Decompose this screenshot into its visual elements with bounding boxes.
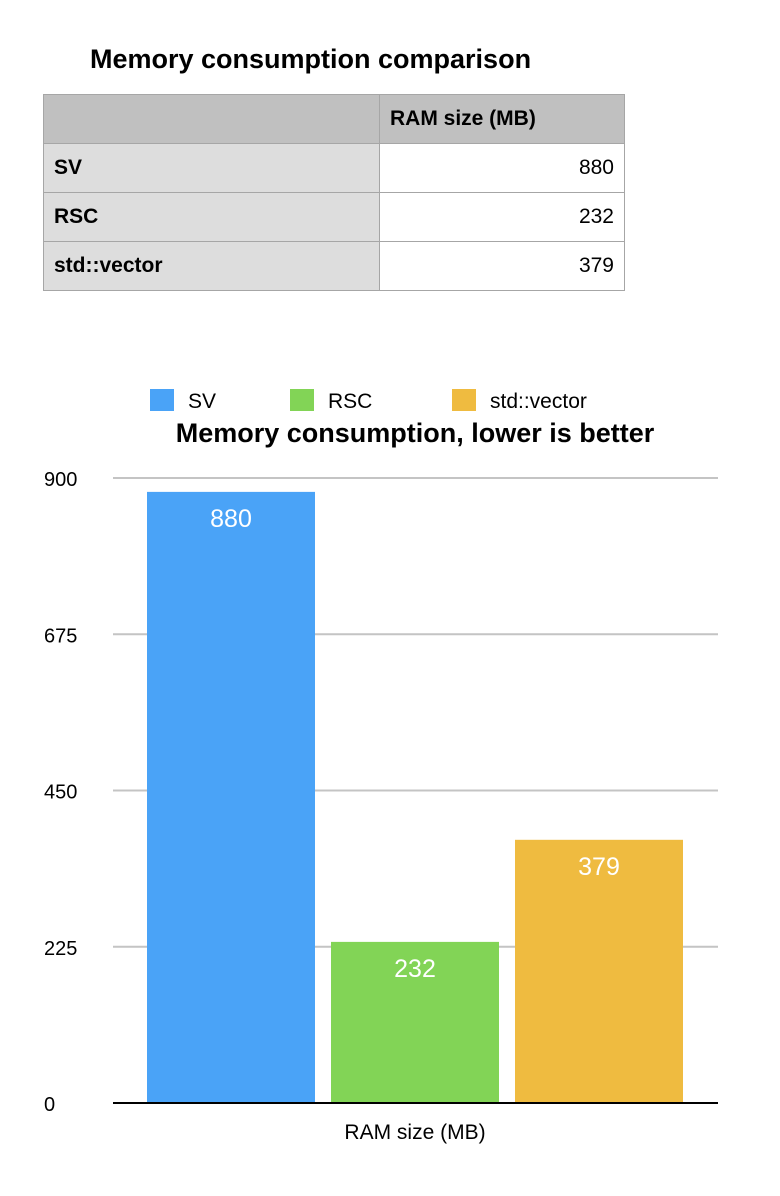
bar-value-label: 379: [578, 853, 620, 881]
chart-data-labels: 880 232 379: [210, 505, 620, 983]
legend-swatch: [290, 389, 314, 411]
legend-label: RSC: [328, 390, 372, 413]
row-value: 880: [379, 143, 625, 193]
row-label: std::vector: [43, 241, 380, 291]
row-label: SV: [43, 143, 380, 193]
y-tick-label: 900: [44, 469, 77, 491]
table-header-row: RAM size (MB): [43, 94, 625, 144]
table-row: SV 880: [43, 143, 625, 193]
bar: [147, 491, 315, 1103]
bar: [515, 839, 683, 1103]
table-row: std::vector 379: [43, 241, 625, 291]
legend-swatch: [452, 389, 476, 411]
bar-chart: SV RSC std::vector Memory consumption, low…: [44, 389, 718, 1144]
y-axis-ticks: 0 225 450 675 900: [44, 469, 77, 1116]
y-tick-label: 675: [44, 625, 77, 647]
x-axis-label: RAM size (MB): [344, 1121, 485, 1144]
chart-legend: SV RSC std::vector: [150, 389, 587, 413]
y-tick-label: 450: [44, 782, 77, 804]
comparison-table: RAM size (MB) SV 880 RSC 232 std::vector…: [43, 94, 625, 291]
bar-value-label: 232: [394, 955, 436, 983]
bar: [331, 941, 499, 1103]
legend-label: std::vector: [490, 390, 587, 413]
legend-label: SV: [188, 390, 216, 413]
row-value: 379: [379, 241, 625, 291]
table-corner-cell: [43, 94, 380, 144]
table-title: Memory consumption comparison: [90, 44, 532, 74]
y-tick-label: 225: [44, 938, 77, 960]
table-row: RSC 232: [43, 192, 625, 242]
y-tick-label: 0: [44, 1094, 55, 1116]
chart-title: Memory consumption, lower is better: [176, 418, 655, 448]
column-header-ram-size: RAM size (MB): [379, 94, 625, 144]
legend-swatch: [150, 389, 174, 411]
bar-value-label: 880: [210, 505, 252, 533]
chart-bars: [147, 491, 683, 1103]
row-value: 232: [379, 192, 625, 242]
row-label: RSC: [43, 192, 380, 242]
